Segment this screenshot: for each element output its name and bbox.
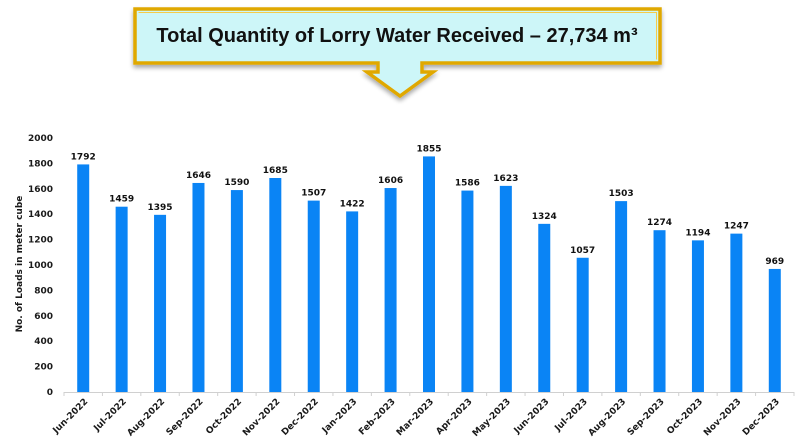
x-tick-label: Sep-2022 <box>165 397 206 438</box>
y-tick-label: 1400 <box>28 210 53 220</box>
data-label: 1274 <box>647 218 672 228</box>
bar-aug-2023 <box>615 201 628 392</box>
x-tick-label: Jun-2023 <box>512 397 552 437</box>
x-tick-label: Dec-2023 <box>741 397 782 438</box>
bar-jun-2023 <box>538 223 551 392</box>
x-tick-label: Feb-2023 <box>357 397 397 437</box>
data-label: 1646 <box>186 171 211 181</box>
y-tick-label: 0 <box>47 388 53 398</box>
x-tick-label: Jun-2022 <box>51 397 91 437</box>
bar-dec-2023 <box>768 268 781 392</box>
x-tick-label: Dec-2022 <box>280 397 321 438</box>
title-callout: Total Quantity of Lorry Water Received –… <box>133 7 662 99</box>
data-label: 1792 <box>71 152 96 162</box>
bar-dec-2022 <box>307 200 320 392</box>
bar-nov-2023 <box>730 233 743 392</box>
bar-nov-2022 <box>269 178 282 392</box>
bar-mar-2023 <box>423 156 435 392</box>
bar-jun-2022 <box>77 164 90 392</box>
data-label: 1590 <box>224 178 249 188</box>
y-tick-label: 1600 <box>28 185 53 195</box>
y-tick-label: 1800 <box>28 159 53 169</box>
x-tick-label: Aug-2022 <box>126 397 167 438</box>
bar-oct-2022 <box>230 190 243 392</box>
x-tick-label: Jul-2022 <box>92 397 129 434</box>
y-tick-label: 200 <box>34 363 53 373</box>
data-label: 1324 <box>532 212 557 222</box>
callout-inner-border <box>138 12 657 60</box>
data-label: 1503 <box>609 189 634 199</box>
x-tick-label: Aug-2023 <box>587 397 628 438</box>
x-tick-label: Nov-2022 <box>241 397 282 438</box>
callout-title-text: Total Quantity of Lorry Water Received –… <box>156 25 638 47</box>
bar-may-2023 <box>499 185 512 392</box>
bar-sep-2022 <box>192 182 205 392</box>
bars-group <box>77 156 781 392</box>
data-label: 1685 <box>263 166 288 176</box>
bar-jul-2022 <box>115 206 128 392</box>
x-tick-label: Nov-2023 <box>702 397 743 438</box>
bar-apr-2023 <box>461 190 474 392</box>
bar-sep-2023 <box>653 230 666 392</box>
y-tick-label: 400 <box>34 337 53 347</box>
bar-jan-2023 <box>346 211 359 392</box>
bar-jul-2023 <box>576 257 589 392</box>
x-tick-label: Jul-2023 <box>553 397 590 434</box>
x-tick-label: Mar-2023 <box>395 397 436 438</box>
x-tick-label: Oct-2022 <box>204 397 244 437</box>
y-axis-title: No. of Loads in meter cube <box>15 196 25 333</box>
y-tick-label: 800 <box>34 286 53 296</box>
data-label: 1459 <box>109 195 134 205</box>
x-tick-label: Jan-2023 <box>320 397 359 436</box>
bar-aug-2022 <box>154 214 167 392</box>
data-label: 1507 <box>301 189 326 199</box>
bar-feb-2023 <box>384 188 397 392</box>
x-axis: Jun-2022 Jul-2022Aug-2022Sep-2022Oct-2022… <box>51 392 795 439</box>
data-label: 1606 <box>378 176 403 186</box>
data-label: 1623 <box>493 174 518 184</box>
data-label: 1057 <box>570 246 595 256</box>
callout-box <box>133 7 662 99</box>
data-labels-group: 1792 1459 1395 1646 1590 1685 1507 1422 1606 1855… <box>71 144 785 267</box>
x-tick-label: Oct-2023 <box>665 397 705 437</box>
data-label: 1855 <box>416 144 441 154</box>
x-tick-label: Apr-2023 <box>434 397 474 437</box>
data-label: 1422 <box>340 199 365 209</box>
y-tick-label: 2000 <box>28 134 53 144</box>
x-tick-label: May-2023 <box>471 397 513 439</box>
y-axis: 0 200 400 600 800 1000 1200 1400 1600 1800 2000 <box>28 134 53 398</box>
data-label: 1247 <box>724 222 749 232</box>
bar-oct-2023 <box>691 240 704 392</box>
x-tick-label: Sep-2023 <box>626 397 667 438</box>
data-label: 1194 <box>685 228 710 238</box>
data-label: 1586 <box>455 179 480 189</box>
y-tick-label: 600 <box>34 312 53 322</box>
data-label: 969 <box>765 257 784 267</box>
y-tick-label: 1200 <box>28 236 53 246</box>
y-tick-label: 1000 <box>28 261 53 271</box>
data-label: 1395 <box>148 203 173 213</box>
